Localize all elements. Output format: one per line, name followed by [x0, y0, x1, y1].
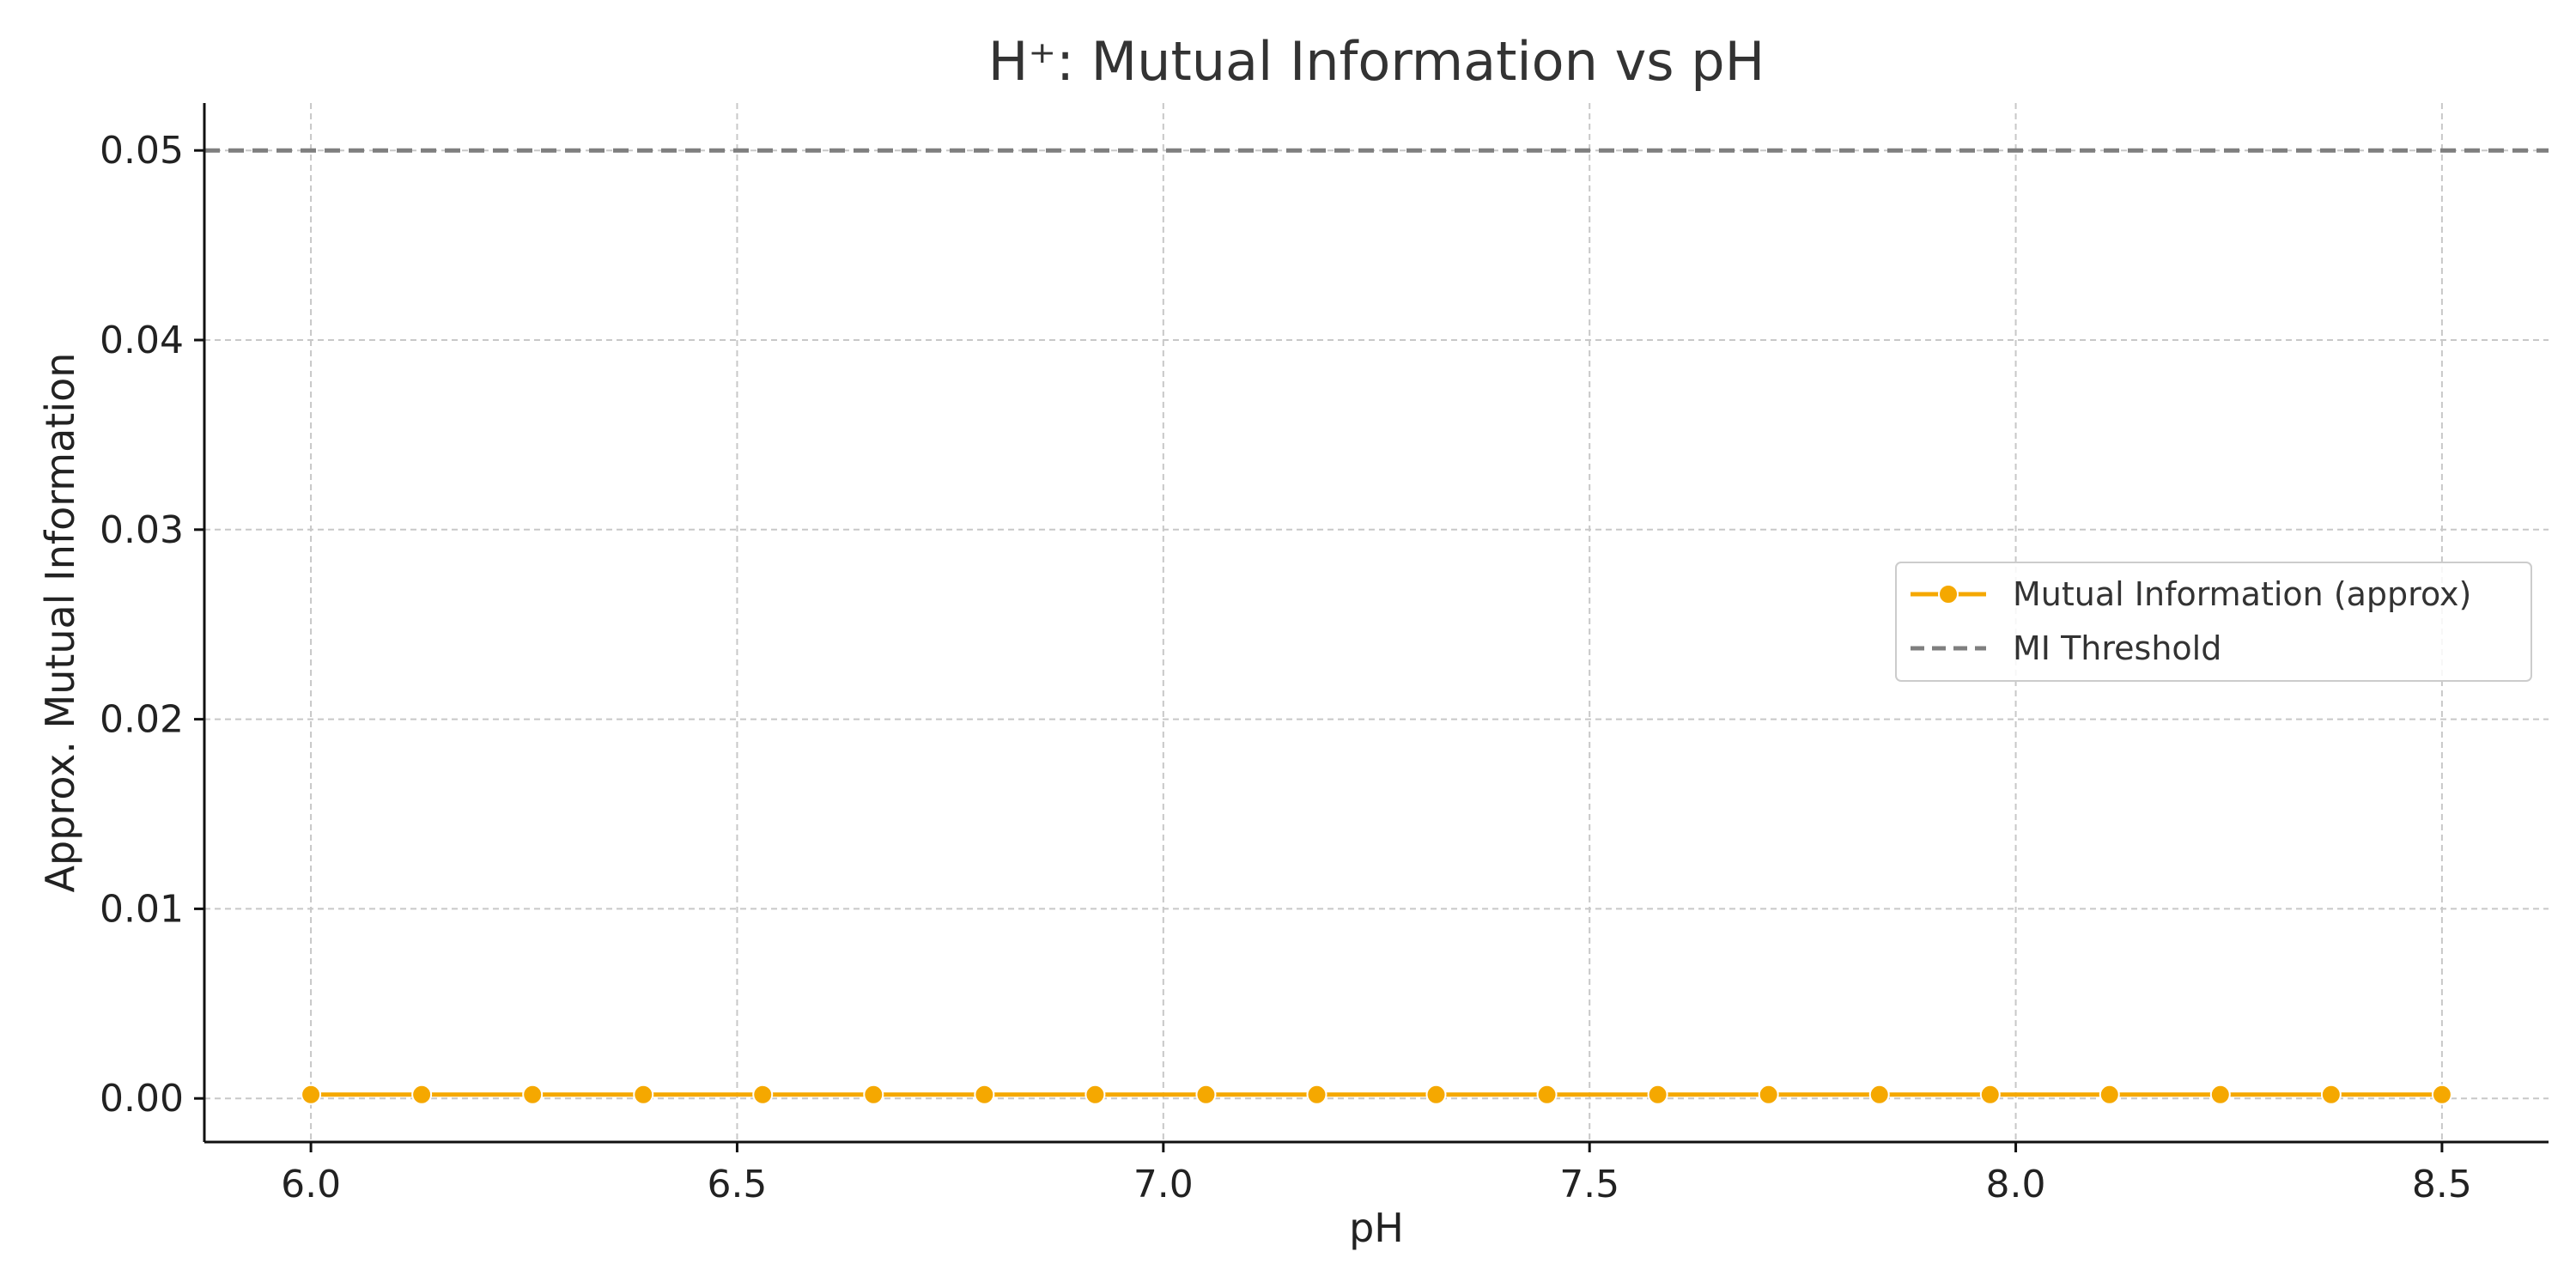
legend-label-threshold: MI Threshold: [2013, 629, 2221, 667]
x-tick-label: 7.5: [1559, 1163, 1619, 1206]
data-point: [2099, 1084, 2120, 1105]
y-axis-label: Approx. Mutual Information: [37, 353, 83, 893]
y-tick-label: 0.05: [100, 129, 184, 173]
y-tick-label: 0.03: [100, 508, 184, 552]
data-point: [752, 1084, 774, 1105]
data-point: [2431, 1084, 2452, 1105]
data-point: [1647, 1084, 1668, 1105]
data-point: [1868, 1084, 1890, 1105]
data-point: [974, 1084, 995, 1105]
data-point: [1425, 1084, 1447, 1105]
x-axis-label: pH: [1349, 1205, 1404, 1251]
data-point: [1758, 1084, 1779, 1105]
data-point: [1195, 1084, 1217, 1105]
chart-title: H⁺: Mutual Information vs pH: [988, 30, 1765, 93]
x-tick-label: 8.5: [2412, 1163, 2472, 1206]
data-point: [301, 1084, 322, 1105]
data-point: [1536, 1084, 1558, 1105]
y-tick-label: 0.00: [100, 1077, 184, 1121]
y-tick-label: 0.02: [100, 698, 184, 742]
y-tick-label: 0.04: [100, 319, 184, 362]
y-tick-label: 0.01: [100, 887, 184, 931]
axes-layer: [203, 103, 2549, 1144]
data-point: [1306, 1084, 1327, 1105]
data-point: [863, 1084, 884, 1105]
legend-label-mi: Mutual Information (approx): [2013, 575, 2471, 613]
x-tick-label: 6.5: [707, 1163, 767, 1206]
data-point: [2320, 1084, 2342, 1105]
legend: Mutual Information (approx) MI Threshold: [1895, 562, 2532, 682]
series-layer: [301, 1084, 2452, 1105]
data-point: [1979, 1084, 2001, 1105]
data-point: [411, 1084, 433, 1105]
data-point: [522, 1084, 544, 1105]
ticks-layer: 6.0 6.5 7.0 7.5 8.0 8.5 0.00 0.01 0.02 0.03 0.04 0.…: [100, 129, 2472, 1206]
data-point: [633, 1084, 654, 1105]
x-tick-label: 7.0: [1133, 1163, 1194, 1206]
x-tick-label: 6.0: [281, 1163, 341, 1206]
data-point: [1084, 1084, 1106, 1105]
legend-box: [1895, 562, 2532, 682]
legend-marker-mi: [1938, 584, 1959, 605]
x-tick-label: 8.0: [1986, 1163, 2046, 1206]
data-point: [2209, 1084, 2231, 1105]
